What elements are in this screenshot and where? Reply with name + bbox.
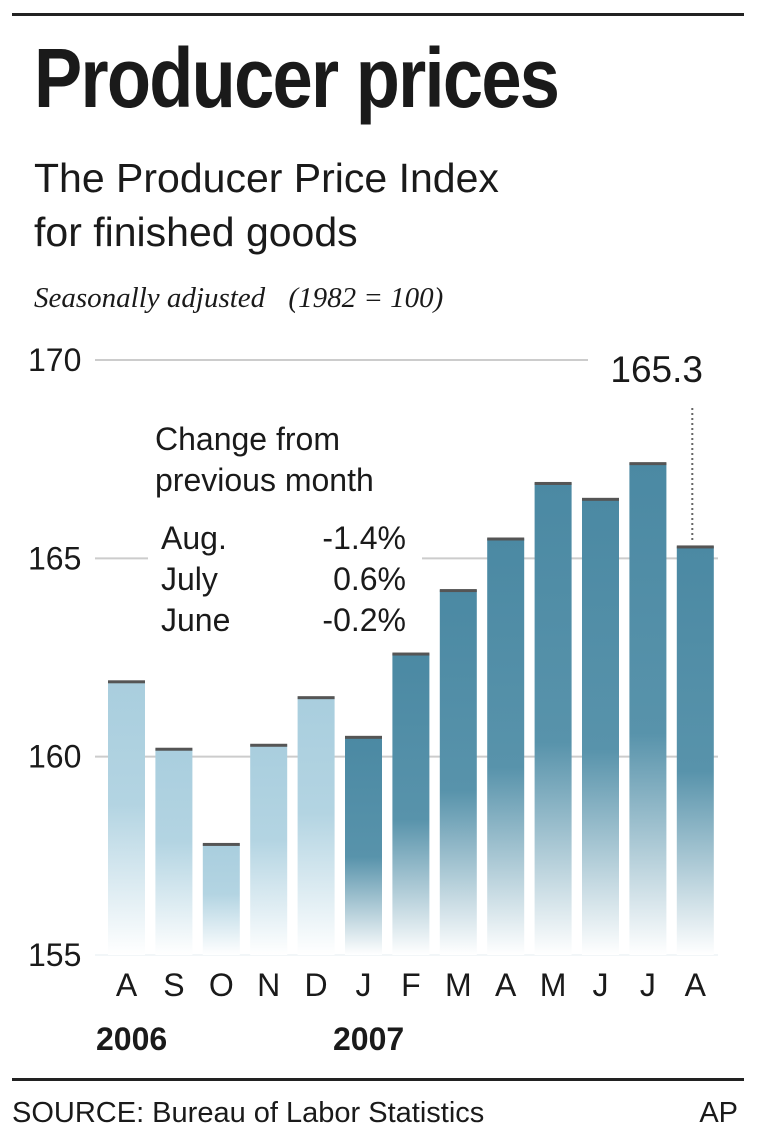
y-tick-label-165: 165	[28, 540, 81, 576]
bottom-rule	[12, 1078, 744, 1081]
bar-8	[487, 538, 525, 955]
bar-2	[202, 843, 240, 955]
x-tick-label-6: F	[401, 967, 421, 1003]
annotation-month-1: Aug.	[161, 520, 227, 556]
chart-title: Producer prices	[34, 31, 560, 125]
highlight: 165.3	[610, 349, 703, 543]
bar-cap-10	[582, 497, 619, 501]
bar-5	[345, 736, 382, 955]
bar-cap-2	[202, 842, 240, 846]
x-tick-label-3: N	[257, 967, 280, 1003]
bar-10	[582, 498, 619, 955]
bar-6	[392, 653, 430, 955]
x-tick-label-12: A	[685, 967, 707, 1003]
y-tick-label-170: 170	[28, 342, 81, 378]
year-labels: 2006 2007	[96, 1021, 404, 1057]
bar-0	[108, 681, 145, 955]
y-axis-ticks: 155 160 165 170	[28, 342, 81, 973]
year-label-2006: 2006	[96, 1021, 167, 1057]
bar-cap-4	[297, 696, 335, 700]
x-tick-label-11: J	[640, 967, 656, 1003]
bar-cap-3	[250, 743, 288, 747]
subtitle-line-1: The Producer Price Index	[34, 155, 499, 201]
annotation-heading-2: previous month	[155, 462, 374, 498]
bar-cap-5	[345, 735, 382, 739]
bar-3	[250, 744, 288, 955]
x-tick-label-4: D	[305, 967, 328, 1003]
y-tick-label-155: 155	[28, 937, 81, 973]
bar-cap-11	[629, 462, 667, 466]
annotation-change-3: -0.2%	[322, 602, 406, 638]
bar-11	[629, 463, 667, 955]
bars	[108, 462, 714, 955]
year-label-2007: 2007	[333, 1021, 404, 1057]
chart-subtitle: The Producer Price Index for finished go…	[34, 151, 499, 259]
change-annotation: Change from previous month Aug. -1.4% July 0.…	[148, 420, 422, 640]
bar-1	[155, 748, 193, 955]
x-tick-label-9: M	[540, 967, 567, 1003]
annotation-month-2: July	[161, 561, 218, 597]
chart-note: Seasonally adjusted (1982 = 100)	[34, 282, 443, 315]
bar-9	[534, 482, 572, 955]
bar-cap-7	[439, 589, 477, 593]
bar-12	[676, 546, 714, 955]
annotation-change-2: 0.6%	[333, 561, 406, 597]
source-line: SOURCE: Bureau of Labor Statistics	[12, 1097, 485, 1129]
bar-cap-9	[534, 481, 572, 485]
annotation-heading-1: Change from	[155, 421, 340, 457]
x-tick-label-2: O	[209, 967, 234, 1003]
bar-cap-8	[487, 537, 525, 541]
highlight-value-label: 165.3	[610, 349, 703, 390]
bar-7	[439, 590, 477, 955]
credit-line: AP	[699, 1097, 738, 1129]
x-tick-label-8: A	[495, 967, 517, 1003]
x-tick-label-7: M	[445, 967, 472, 1003]
note-base: (1982 = 100)	[288, 282, 444, 314]
x-tick-label-5: J	[356, 967, 372, 1003]
bar-cap-0	[108, 680, 145, 684]
annotation-month-3: June	[161, 602, 230, 638]
bar-cap-6	[392, 652, 430, 656]
annotation-background	[148, 420, 422, 640]
x-tick-label-0: A	[116, 967, 138, 1003]
note-adjustment: Seasonally adjusted	[34, 282, 266, 314]
bar-cap-12	[676, 545, 714, 549]
x-tick-label-10: J	[593, 967, 609, 1003]
subtitle-line-2: for finished goods	[34, 209, 358, 255]
bar-4	[297, 697, 335, 955]
x-tick-label-1: S	[163, 967, 184, 1003]
y-tick-label-160: 160	[28, 739, 81, 775]
annotation-change-1: -1.4%	[322, 520, 406, 556]
top-rule	[12, 13, 744, 16]
bar-cap-1	[155, 747, 193, 751]
